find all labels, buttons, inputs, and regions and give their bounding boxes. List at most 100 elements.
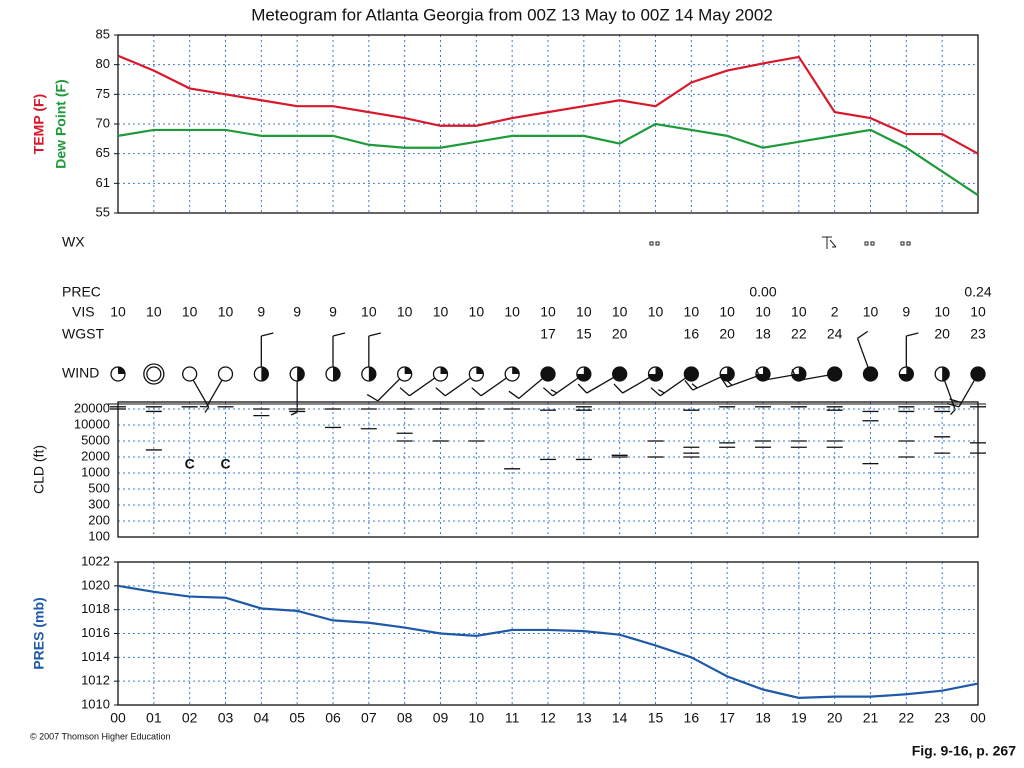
- station: [542, 366, 592, 397]
- row-value: 10: [755, 304, 771, 320]
- station: [898, 332, 919, 382]
- row-value: 10: [791, 304, 807, 320]
- x-tick-label: 19: [791, 710, 807, 726]
- station: [325, 332, 346, 382]
- cloud-cover: [827, 367, 842, 381]
- station: [289, 366, 305, 416]
- x-tick-label: 21: [863, 710, 879, 726]
- station: [508, 366, 556, 399]
- cloud-cover: [297, 367, 305, 381]
- station: [577, 366, 628, 394]
- axis-label: TEMP (F): [31, 94, 47, 154]
- row-label: WIND: [62, 365, 99, 381]
- x-tick-label: 04: [254, 710, 270, 726]
- chart-title: Meteogram for Atlanta Georgia from 00Z 1…: [251, 5, 773, 24]
- row-value: 18: [755, 326, 771, 342]
- series-line: [117, 122, 979, 197]
- wind-barb: [290, 381, 298, 416]
- x-tick-label: 08: [397, 710, 413, 726]
- row-value: 20: [719, 326, 735, 342]
- x-tick-label: 09: [433, 710, 449, 726]
- row-value: 2: [831, 304, 839, 320]
- station: [361, 332, 381, 382]
- wind-barb: [260, 332, 274, 367]
- cover-text: C: [220, 456, 230, 472]
- credit: © 2007 Thomson Higher Education: [30, 731, 171, 741]
- y-tick-label: 61: [96, 175, 110, 190]
- wind-barb: [435, 377, 471, 397]
- wind-barb: [542, 377, 579, 397]
- row-value: 22: [791, 326, 807, 342]
- row-value: 9: [293, 304, 301, 320]
- wind-barb: [368, 332, 381, 367]
- axis-label: Dew Point (F): [53, 79, 69, 168]
- wind-barb: [577, 376, 614, 394]
- cloud-cover: [576, 367, 591, 381]
- station: [946, 366, 986, 408]
- cloud-cover: [476, 367, 484, 374]
- y-tick-label: 100: [88, 528, 110, 543]
- row-value: 15: [576, 326, 592, 342]
- row-label: VIS: [72, 304, 95, 320]
- x-tick-label: 13: [576, 710, 592, 726]
- row-value: 10: [934, 304, 950, 320]
- y-tick-label: 75: [96, 86, 110, 101]
- x-tick-label: 12: [540, 710, 556, 726]
- y-tick-label: 1012: [81, 673, 110, 688]
- cloud-cover: [863, 367, 878, 381]
- panel-frame: [117, 401, 979, 538]
- y-tick-label: 300: [88, 496, 110, 511]
- cloud-cover: [118, 367, 125, 374]
- x-tick-label: 17: [719, 710, 735, 726]
- y-tick-label: 85: [96, 26, 110, 41]
- wind-barb: [905, 332, 919, 367]
- cloud-cover: [440, 367, 448, 374]
- row-value: 10: [970, 304, 986, 320]
- cloud-cover: [971, 367, 985, 381]
- station: [934, 366, 956, 416]
- row-value: 10: [469, 304, 485, 320]
- y-tick-label: 200: [88, 512, 110, 527]
- y-tick-label: 1010: [81, 696, 110, 711]
- row-value: 10: [146, 304, 162, 320]
- row-value: 10: [576, 304, 592, 320]
- station: [399, 366, 449, 397]
- station: [366, 366, 413, 402]
- x-tick-label: 18: [755, 710, 771, 726]
- cloud-cover: [512, 367, 520, 374]
- row-value: 10: [361, 304, 377, 320]
- x-tick-label: 14: [612, 710, 628, 726]
- wind-barb: [332, 332, 346, 367]
- y-tick-label: 70: [96, 115, 110, 130]
- station-circle: [146, 366, 162, 382]
- station: [856, 330, 879, 382]
- y-tick-label: 10000: [74, 416, 110, 431]
- x-tick-label: 00: [970, 710, 986, 726]
- row-value: 10: [433, 304, 449, 320]
- cloud-cover: [899, 367, 914, 381]
- x-tick-label: 11: [505, 710, 520, 726]
- x-tick-label: 00: [110, 710, 126, 726]
- row-value: 10: [540, 304, 556, 320]
- wind-barb: [199, 379, 223, 408]
- cloud-cover: [368, 367, 376, 381]
- row-value: 23: [970, 326, 986, 342]
- wind-barb: [366, 378, 401, 402]
- y-tick-label: 2000: [81, 448, 110, 463]
- cloud-cover: [333, 367, 340, 381]
- row-value: 10: [648, 304, 664, 320]
- station: [110, 366, 126, 382]
- y-tick-label: 1014: [81, 649, 110, 664]
- row-value: 10: [863, 304, 879, 320]
- row-value: 17: [540, 326, 556, 342]
- y-tick-label: 1000: [81, 464, 110, 479]
- station: [684, 366, 735, 391]
- wind-barb: [471, 377, 507, 397]
- station: [471, 366, 520, 397]
- cover-text: C: [185, 456, 195, 472]
- cloud-cover: [612, 367, 627, 381]
- x-tick-label: 10: [469, 710, 485, 726]
- panel-frame: [117, 34, 979, 214]
- cloud-cover: [648, 367, 663, 381]
- wind-barb: [755, 369, 793, 382]
